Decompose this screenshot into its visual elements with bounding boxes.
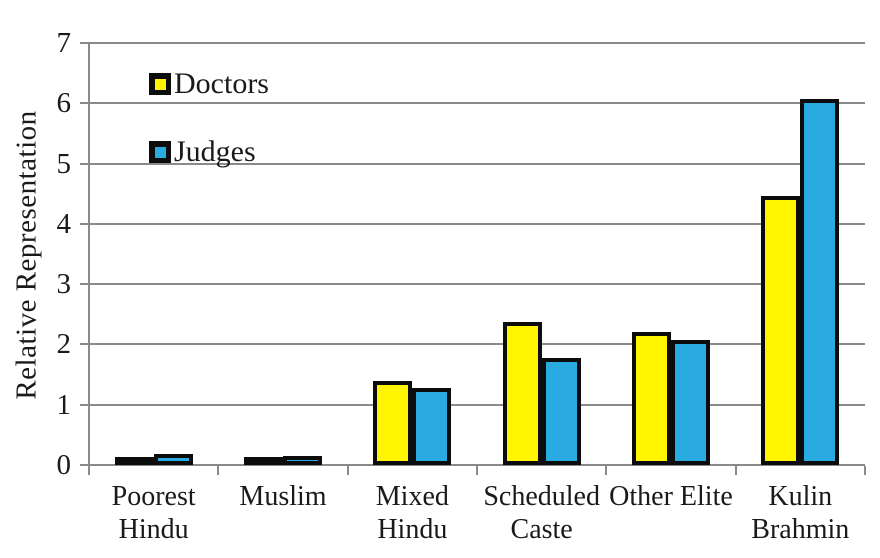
bar-group-mixed-hindu	[348, 43, 477, 465]
bar-group-other-elite	[606, 43, 735, 465]
gridline-7	[89, 42, 865, 44]
gridline-1	[89, 403, 865, 406]
y-tick-6	[80, 102, 89, 105]
bar-group-scheduled-caste	[477, 43, 606, 465]
bar-judges-muslim	[282, 455, 322, 465]
doctors-color-chip	[154, 78, 166, 90]
bar-judges-kulin-brahmin	[800, 99, 840, 465]
bar-judges-other-elite	[670, 340, 710, 465]
plot-area: 0 1 2 3 4 5 6 7 Doctors Judges	[57, 29, 866, 480]
y-axis-line	[88, 42, 90, 474]
bar-doctors-scheduled-caste	[502, 321, 542, 465]
y-tick-1	[80, 403, 89, 406]
y-tick-label-3: 3	[56, 268, 72, 301]
x-tick-3	[476, 466, 478, 475]
bar-doctors-mixed-hindu	[373, 380, 413, 465]
bar-group-poorest-hindu	[89, 43, 218, 465]
y-tick-label-7: 7	[56, 27, 72, 60]
y-tick-7	[80, 42, 89, 44]
x-label-kulin-brahmin: Kulin Brahmin	[751, 481, 850, 545]
y-tick-label-1: 1	[56, 388, 72, 421]
gridline-4	[89, 222, 865, 225]
y-tick-3	[80, 283, 89, 286]
x-label-mixed-hindu: Mixed Hindu	[375, 481, 449, 545]
legend-swatch-judges	[149, 141, 171, 163]
x-tick-0	[88, 466, 90, 475]
legend-item-judges: Judges	[149, 137, 269, 167]
bar-group-muslim	[218, 43, 347, 465]
bar-doctors-muslim	[243, 457, 283, 465]
x-label-muslim: Muslim	[239, 481, 327, 512]
x-tick-2	[346, 466, 349, 475]
x-label-poorest-hindu: Poorest Hindu	[111, 481, 196, 545]
bar-doctors-poorest-hindu	[114, 457, 154, 465]
legend-label-judges: Judges	[174, 135, 256, 168]
y-tick-4	[80, 222, 89, 225]
y-tick-label-2: 2	[56, 328, 72, 361]
gridline-2	[89, 343, 865, 346]
bar-group-kulin-brahmin	[736, 43, 865, 465]
bar-judges-scheduled-caste	[541, 357, 581, 465]
x-label-other-elite: Other Elite	[609, 481, 733, 512]
x-label-scheduled-caste: Scheduled Caste	[483, 481, 600, 545]
gridline-5	[89, 162, 865, 165]
y-axis-title: Relative Representation	[10, 110, 43, 400]
y-tick-label-4: 4	[56, 207, 72, 240]
judges-color-chip	[154, 146, 166, 158]
bars-row	[89, 43, 865, 465]
x-axis-labels: Poorest Hindu Muslim Mixed Hindu Scheduled Cas…	[89, 480, 865, 546]
gridline-6	[89, 102, 865, 105]
bar-judges-mixed-hindu	[412, 387, 452, 465]
x-axis-line	[88, 464, 865, 466]
y-tick-label-6: 6	[56, 87, 72, 120]
bar-doctors-kulin-brahmin	[761, 195, 801, 465]
x-tick-1	[217, 466, 220, 475]
gridline-3	[89, 283, 865, 286]
y-tick-2	[80, 343, 89, 346]
x-tick-4	[605, 466, 608, 475]
bar-judges-poorest-hindu	[153, 453, 193, 465]
x-tick-5	[734, 466, 737, 475]
y-tick-0	[80, 464, 89, 466]
y-tick-5	[80, 162, 89, 165]
legend: Doctors Judges	[149, 69, 269, 205]
x-tick-6	[864, 466, 866, 475]
y-tick-label-0: 0	[56, 449, 72, 482]
legend-item-doctors: Doctors	[149, 69, 269, 99]
legend-label-doctors: Doctors	[174, 67, 269, 100]
y-tick-label-5: 5	[56, 147, 72, 180]
legend-swatch-doctors	[149, 73, 171, 95]
bar-doctors-other-elite	[631, 332, 671, 465]
